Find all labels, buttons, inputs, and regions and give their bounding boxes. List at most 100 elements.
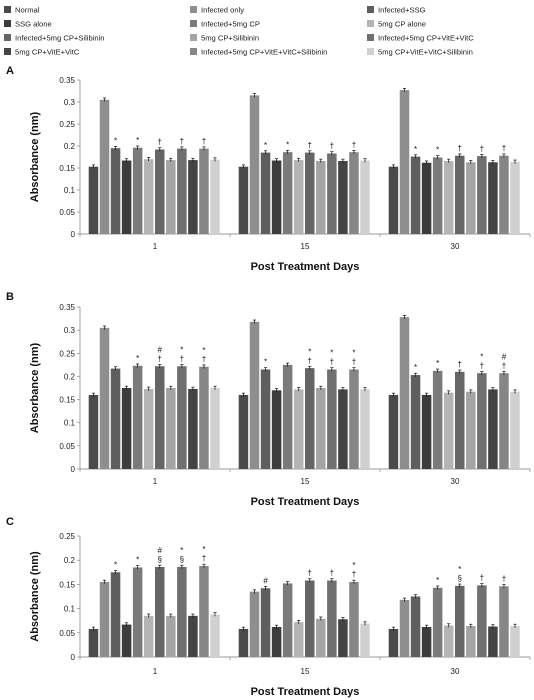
- significance-mark: *: [436, 359, 439, 368]
- legend-label: Infected only: [201, 6, 244, 15]
- y-tick-label: 0.25: [59, 532, 75, 541]
- bar: [293, 622, 304, 657]
- bar: [88, 166, 99, 234]
- significance-mark: §: [458, 574, 462, 583]
- significance-mark: *: [114, 136, 117, 145]
- x-tick-label: 1: [153, 667, 158, 676]
- significance-mark: †: [352, 140, 356, 149]
- legend-swatch: [367, 20, 374, 27]
- significance-mark: *: [480, 352, 483, 361]
- legend-label: Infected+5mg CP+VitE+VitC: [378, 34, 474, 43]
- significance-mark: *: [414, 145, 417, 154]
- y-tick-label: 0.25: [59, 120, 75, 129]
- bar: [271, 160, 282, 234]
- y-tick-label: 0.15: [59, 164, 75, 173]
- bar: [155, 366, 165, 469]
- bar: [499, 373, 509, 469]
- y-tick-label: 0.05: [59, 208, 75, 217]
- significance-mark: *: [352, 349, 355, 358]
- bar: [177, 366, 187, 469]
- bar: [349, 369, 359, 469]
- bar: [132, 147, 143, 234]
- significance-mark: †: [308, 356, 312, 365]
- bar: [177, 566, 187, 657]
- legend-swatch: [367, 6, 374, 13]
- significance-mark: †: [180, 137, 184, 146]
- significance-mark: *: [414, 363, 417, 372]
- legend-label: Infected+SSG: [378, 6, 426, 15]
- bar: [410, 596, 421, 657]
- significance-mark: †: [158, 354, 162, 363]
- bar: [166, 388, 176, 469]
- legend-label: SSG alone: [15, 20, 52, 29]
- bar: [121, 624, 132, 657]
- legend-swatch: [190, 6, 197, 13]
- significance-mark: †: [480, 574, 484, 583]
- y-tick-label: 0.35: [59, 76, 75, 85]
- bar: [271, 390, 282, 469]
- x-tick-label: 1: [153, 477, 158, 486]
- bar: [143, 159, 154, 234]
- x-axis-label: Post Treatment Days: [251, 686, 360, 698]
- bar: [305, 368, 315, 469]
- y-tick-label: 0.3: [64, 326, 76, 335]
- significance-mark: †: [458, 144, 462, 153]
- significance-mark: †: [458, 360, 462, 369]
- bar: [305, 152, 315, 234]
- legend-label: 5mg CP+VitE+VitC+Silibinin: [378, 48, 473, 57]
- significance-mark: #: [263, 576, 268, 585]
- significance-mark: †: [502, 575, 506, 584]
- bar: [349, 581, 359, 657]
- bar: [488, 389, 498, 469]
- bar: [510, 161, 520, 234]
- significance-mark: *: [264, 141, 267, 150]
- bar: [443, 160, 454, 234]
- y-tick-label: 0.1: [64, 186, 76, 195]
- bar: [155, 566, 165, 657]
- bar: [199, 366, 209, 469]
- significance-mark: *: [286, 140, 289, 149]
- significance-mark: †: [502, 144, 506, 153]
- significance-mark: *: [202, 545, 205, 554]
- bar: [110, 572, 121, 657]
- legend-swatch: [4, 6, 11, 13]
- bar: [188, 388, 198, 469]
- legend-swatch: [190, 34, 197, 41]
- legend-swatch: [4, 48, 11, 55]
- bar: [466, 626, 476, 657]
- bar: [260, 152, 271, 234]
- bar: [249, 321, 260, 469]
- y-tick-label: 0.35: [59, 303, 75, 312]
- bar: [327, 153, 337, 234]
- bar: [455, 155, 465, 234]
- bar: [199, 566, 209, 657]
- y-tick-label: 0.15: [59, 396, 75, 405]
- significance-mark: §: [180, 555, 184, 564]
- x-tick-label: 30: [451, 242, 460, 251]
- legend-label: Infected+5mg CP+Silibinin: [15, 34, 105, 43]
- bar: [421, 394, 432, 469]
- legend-swatch: [190, 48, 197, 55]
- significance-mark: †: [330, 142, 334, 151]
- bar: [166, 615, 176, 657]
- significance-mark: *: [436, 146, 439, 155]
- legend-label: 5mg CP alone: [378, 20, 426, 29]
- panel-letter: B: [6, 291, 14, 303]
- significance-mark: #: [158, 345, 163, 354]
- bar: [432, 370, 443, 469]
- bar: [143, 615, 154, 657]
- bar: [360, 389, 370, 469]
- bar: [421, 626, 432, 657]
- significance-mark: *: [352, 561, 355, 570]
- significance-mark: *: [264, 358, 267, 367]
- bar: [121, 388, 132, 469]
- bar: [260, 588, 271, 657]
- bar: [188, 615, 198, 657]
- legend-label: Normal: [15, 6, 40, 15]
- bar: [155, 149, 165, 234]
- significance-mark: †: [308, 569, 312, 578]
- significance-mark: †: [202, 355, 206, 364]
- legend-swatch: [190, 20, 197, 27]
- bar: [238, 166, 249, 234]
